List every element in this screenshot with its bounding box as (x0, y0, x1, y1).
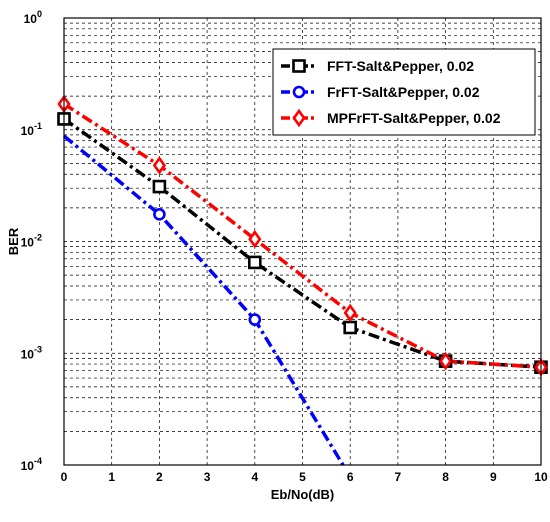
series-3-marker (248, 229, 262, 249)
legend-label-1: FFT-Salt&Pepper, 0.02 (327, 58, 474, 74)
x-tick-label: 6 (347, 470, 354, 484)
x-tick-label: 4 (251, 470, 258, 484)
legend-marker-1 (292, 59, 306, 73)
y-tick-label: 10-1 (21, 121, 42, 138)
legend-label-3: MPFrFT-Salt&Pepper, 0.02 (327, 110, 501, 126)
y-tick-label: 100 (24, 9, 42, 26)
series-1-marker (343, 320, 358, 335)
series-2-marker (153, 208, 166, 221)
y-tick-label: 10-2 (21, 233, 42, 250)
x-tick-label: 7 (395, 470, 402, 484)
series-line-3 (63, 102, 542, 369)
legend-label-2: FrFT-Salt&Pepper, 0.02 (327, 84, 480, 100)
x-tick-label: 5 (299, 470, 306, 484)
legend-box (272, 48, 536, 136)
x-tick-label: 0 (61, 470, 68, 484)
legend: FFT-Salt&Pepper, 0.02 FrFT-Salt&Pepper, 0… (272, 48, 536, 136)
x-tick-label: 9 (490, 470, 497, 484)
x-tick-label: 2 (156, 470, 163, 484)
series-1-marker (152, 179, 167, 194)
series-3-marker (343, 303, 357, 323)
series-3-marker (152, 156, 166, 175)
series-1-marker (248, 255, 262, 270)
x-tick-label: 1 (108, 470, 115, 484)
x-tick-label: 10 (534, 470, 548, 484)
x-tick-label: 8 (442, 470, 449, 484)
series-2-marker (248, 313, 262, 326)
x-axis-label: Eb/No(dB) (271, 487, 335, 502)
y-axis-label: BER (6, 227, 21, 255)
y-tick-labels: 10-4 10-3 10-2 10-1 100 (21, 9, 42, 473)
y-tick-label: 10-3 (21, 344, 42, 361)
legend-marker-2 (292, 85, 306, 99)
x-tick-labels: 0 1 2 3 4 5 6 7 8 9 10 (61, 470, 548, 484)
series-3-marker (439, 351, 453, 371)
plot-frame (63, 17, 542, 466)
legend-marker-3 (292, 108, 306, 128)
y-tick-label: 10-4 (21, 456, 42, 473)
series-lines (62, 102, 542, 466)
x-tick-label: 3 (204, 470, 211, 484)
series-line-2 (62, 134, 345, 466)
